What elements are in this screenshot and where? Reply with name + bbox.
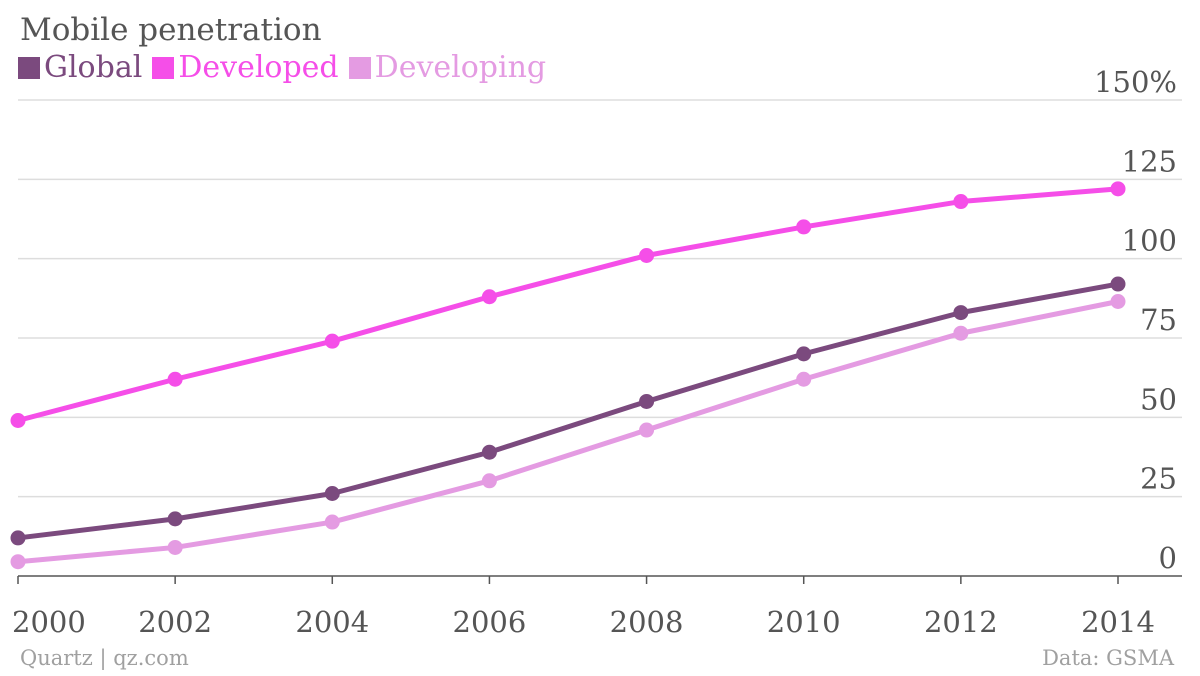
data-point-developing [324,514,340,530]
y-tick-label: 50 [1140,382,1177,416]
legend-swatch-global [18,56,40,79]
legend-item-developed: Developed [152,50,339,85]
legend-label-developing: Developing [374,50,547,85]
data-point-developing [10,554,26,570]
data-point-global [639,393,655,409]
source-credit: Quartz | qz.com [20,646,189,670]
data-point-developing [167,539,183,555]
data-point-developed [167,371,183,387]
y-tick-label: 150% [1094,65,1177,99]
x-tick-label: 2002 [138,605,212,639]
y-axis-labels: 0 25 50 75 100 125 150% [1094,65,1177,575]
series-line-developed [17,186,1119,423]
data-point-developed [481,289,497,305]
data-point-developed [10,413,26,429]
gridlines [18,99,1182,577]
data-point-global [10,530,26,546]
series-line-global [17,281,1119,541]
legend-label-global: Global [44,50,143,85]
data-point-developing [953,325,969,341]
legend-item-developing: Developing [348,50,547,85]
data-point-developed [324,333,340,349]
x-tick-label: 2010 [767,605,841,639]
data-point-global [167,511,183,527]
y-tick-label: 25 [1140,462,1177,496]
legend-item-global: Global [18,50,142,85]
x-tick-label: 2006 [453,605,527,639]
data-point-developed [639,247,655,263]
x-axis-labels: 2000 2002 2004 2006 2008 2010 2012 2014 [12,576,1155,639]
y-tick-label: 0 [1159,541,1177,575]
data-point-global [1110,276,1126,292]
chart-title: Mobile penetration [20,12,322,48]
data-point-developed [1110,181,1126,197]
data-point-developed [953,194,969,210]
data-point-developing [1110,294,1126,310]
data-point-developing [796,371,812,387]
data-point-global [324,485,340,501]
data-point-developing [639,422,655,438]
data-point-developing [481,473,497,489]
y-tick-label: 100 [1122,224,1177,258]
legend-label-developed: Developed [178,50,339,85]
data-point-global [953,305,969,321]
x-tick-label: 2000 [12,605,86,639]
data-point-developed [796,219,812,235]
series-group [10,181,1126,570]
legend: Global Developed Developing [18,50,546,85]
data-point-global [481,444,497,460]
legend-swatch-developing [348,56,371,79]
data-point-global [796,346,812,362]
x-tick-label: 2004 [295,605,369,639]
y-tick-label: 75 [1140,303,1177,337]
data-source: Data: GSMA [1042,646,1174,670]
x-tick-label: 2012 [924,605,998,639]
legend-swatch-developed [152,56,175,79]
x-tick-label: 2014 [1081,605,1155,639]
series-line-developing [17,299,1119,565]
y-tick-label: 125 [1122,144,1177,178]
x-tick-label: 2008 [610,605,684,639]
